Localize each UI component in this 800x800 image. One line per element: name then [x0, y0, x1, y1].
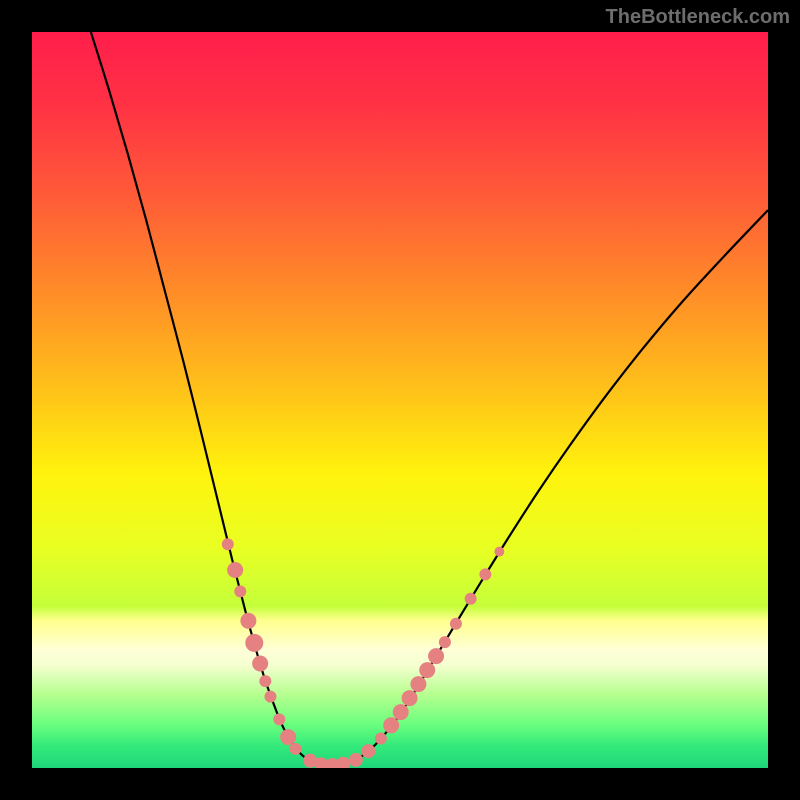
- data-dot: [252, 655, 268, 671]
- data-dot: [259, 675, 271, 687]
- chart-canvas: TheBottleneck.com: [0, 0, 800, 800]
- plot-area: [32, 32, 768, 768]
- plot-svg: [32, 32, 768, 768]
- data-dot: [289, 743, 301, 755]
- data-dot: [439, 636, 451, 648]
- data-dot: [234, 585, 246, 597]
- data-dot: [245, 634, 263, 652]
- data-dot: [393, 704, 409, 720]
- data-dot: [222, 538, 234, 550]
- watermark-text: TheBottleneck.com: [606, 6, 790, 29]
- data-dot: [280, 729, 296, 745]
- data-dot: [465, 593, 477, 605]
- data-dot: [419, 662, 435, 678]
- data-dot: [383, 717, 399, 733]
- data-dot: [240, 613, 256, 629]
- data-dot: [375, 733, 387, 745]
- data-dot: [410, 676, 426, 692]
- data-dot: [361, 744, 375, 758]
- data-dot: [227, 562, 243, 578]
- data-dot: [273, 713, 285, 725]
- data-dot: [450, 618, 462, 630]
- data-dot: [349, 753, 363, 767]
- data-dot: [428, 648, 444, 664]
- gradient-background: [32, 32, 768, 768]
- data-dot: [402, 690, 418, 706]
- data-dot: [494, 547, 504, 557]
- data-dot: [479, 568, 491, 580]
- data-dot: [264, 691, 276, 703]
